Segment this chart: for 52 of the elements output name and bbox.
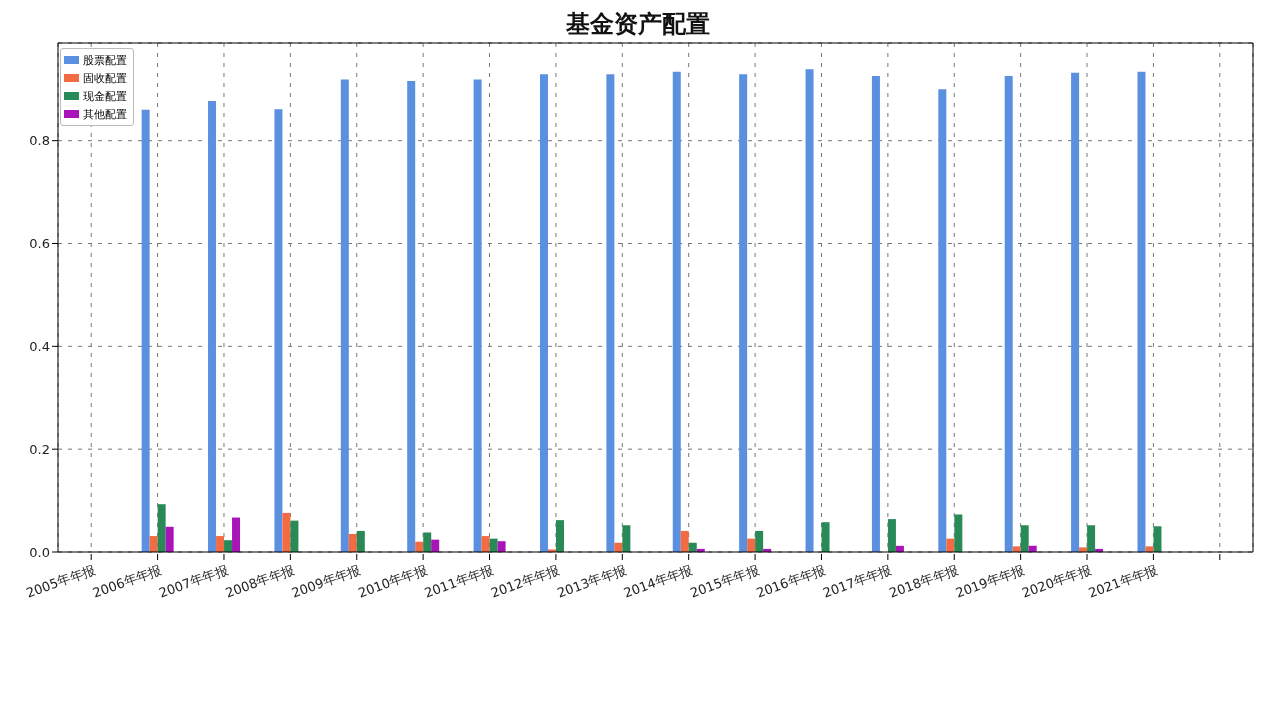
bar (946, 538, 955, 552)
bar (747, 538, 756, 552)
bar (821, 522, 830, 552)
bar (1087, 525, 1096, 552)
bar (739, 74, 748, 552)
bar (954, 514, 963, 552)
legend-label: 股票配置 (83, 52, 127, 68)
bar (1004, 75, 1013, 552)
bar (165, 526, 174, 552)
bar (290, 520, 299, 552)
bar (224, 540, 233, 552)
bar (1071, 72, 1080, 552)
bar (141, 109, 150, 552)
bar (282, 512, 291, 552)
bar (555, 520, 564, 552)
bar (871, 75, 880, 552)
legend-label: 现金配置 (83, 88, 127, 104)
bar (340, 79, 349, 552)
bar (1153, 526, 1162, 552)
legend-label: 其他配置 (83, 106, 127, 122)
chart-title: 基金资产配置 (565, 9, 711, 40)
bar (938, 89, 947, 552)
bar (887, 519, 896, 552)
bar (481, 536, 490, 552)
bar (208, 101, 217, 552)
bar (473, 79, 482, 552)
bar (805, 69, 814, 552)
bar (622, 525, 631, 552)
y-tick-label: 0.0 (29, 544, 50, 560)
y-tick-label: 0.6 (29, 236, 50, 252)
bar (149, 536, 158, 552)
bar (356, 530, 365, 552)
legend-label: 固收配置 (83, 70, 127, 86)
y-tick-label: 0.8 (29, 133, 50, 149)
bar (348, 534, 357, 552)
bar (755, 530, 764, 552)
bar (497, 541, 506, 552)
bar (232, 517, 241, 552)
bar (407, 81, 416, 552)
y-tick-label: 0.4 (29, 338, 50, 354)
bar (680, 530, 689, 552)
bar (157, 504, 166, 552)
bar (423, 532, 432, 552)
bar (489, 538, 498, 552)
bar (672, 71, 681, 552)
bar (274, 109, 283, 552)
bar (539, 74, 548, 552)
bar (1137, 71, 1146, 552)
bar (1020, 525, 1029, 552)
bar (216, 536, 225, 552)
bar (606, 74, 615, 552)
y-tick-label: 0.2 (29, 441, 50, 457)
